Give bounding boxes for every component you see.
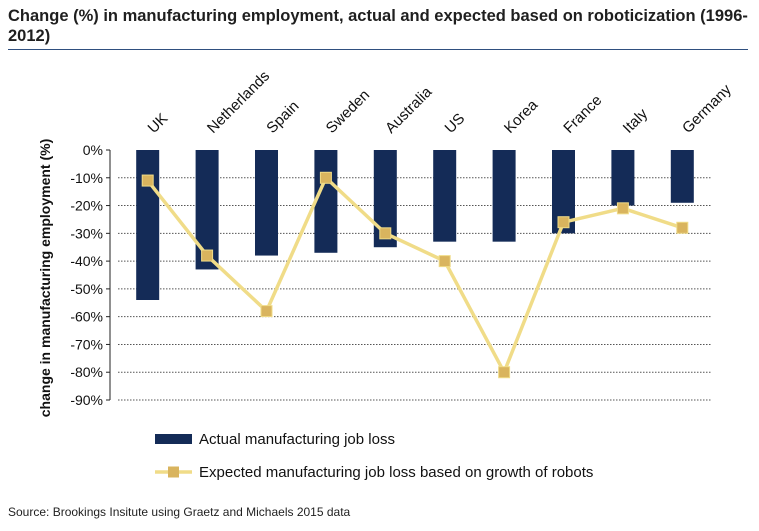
category-label: Netherlands — [204, 68, 273, 137]
bar-australia — [373, 150, 397, 248]
bar-spain — [255, 150, 278, 256]
expected-line — [146, 176, 683, 374]
line-point-spain — [260, 305, 273, 318]
y-tick-label: -40% — [70, 253, 103, 269]
y-tick-label: -20% — [70, 198, 103, 214]
bar-sweden — [314, 150, 338, 253]
bar-uk — [136, 150, 160, 300]
category-label: Italy — [620, 105, 652, 137]
bar-france — [552, 150, 575, 234]
legend-line-label: Expected manufacturing job loss based on… — [199, 464, 593, 481]
line-point-korea — [498, 366, 511, 379]
line-point-australia — [379, 227, 392, 240]
bar-netherlands — [195, 150, 219, 270]
bar-us — [433, 150, 457, 242]
legend-line-marker — [168, 466, 179, 478]
chart: 0% -10% -20% -30% -40% -50% -60% -70% -80% -90% ch… — [37, 68, 735, 481]
y-axis-title: change in manufacturing employment (%) — [37, 139, 53, 417]
bar-italy — [611, 150, 635, 206]
y-tick-label: -50% — [70, 281, 103, 297]
chart-title: Change (%) in manufacturing employment, … — [8, 7, 748, 45]
line-point-uk — [141, 174, 154, 187]
category-label: Australia — [382, 83, 436, 137]
line-point-us — [438, 255, 451, 268]
line-point-sweden — [319, 171, 332, 184]
y-tick-label: -30% — [70, 225, 103, 241]
category-label: Korea — [501, 96, 542, 137]
bar-germany — [670, 150, 694, 203]
y-tick-label: -90% — [70, 392, 103, 408]
y-tick-label: -70% — [70, 336, 103, 352]
category-label: France — [560, 92, 605, 137]
y-tick-label: 0% — [83, 142, 103, 158]
y-tick-label: -10% — [70, 170, 103, 186]
y-tick-label: -60% — [70, 309, 103, 325]
y-tick-label: -80% — [70, 364, 103, 380]
category-label: Sweden — [323, 86, 373, 136]
source-note: Source: Brookings Insitute using Graetz … — [8, 505, 351, 519]
bar-korea — [492, 150, 516, 242]
category-label: US — [442, 110, 469, 137]
line-point-germany — [676, 221, 689, 234]
legend-bar-label: Actual manufacturing job loss — [199, 431, 395, 448]
title-divider — [8, 49, 748, 50]
line-point-italy — [616, 202, 629, 215]
line-point-france — [557, 216, 570, 229]
category-label: Spain — [263, 98, 302, 137]
legend-bar-swatch — [155, 434, 192, 444]
line-point-netherlands — [201, 249, 214, 262]
category-label: UK — [145, 110, 172, 137]
category-label: Germany — [679, 81, 735, 137]
